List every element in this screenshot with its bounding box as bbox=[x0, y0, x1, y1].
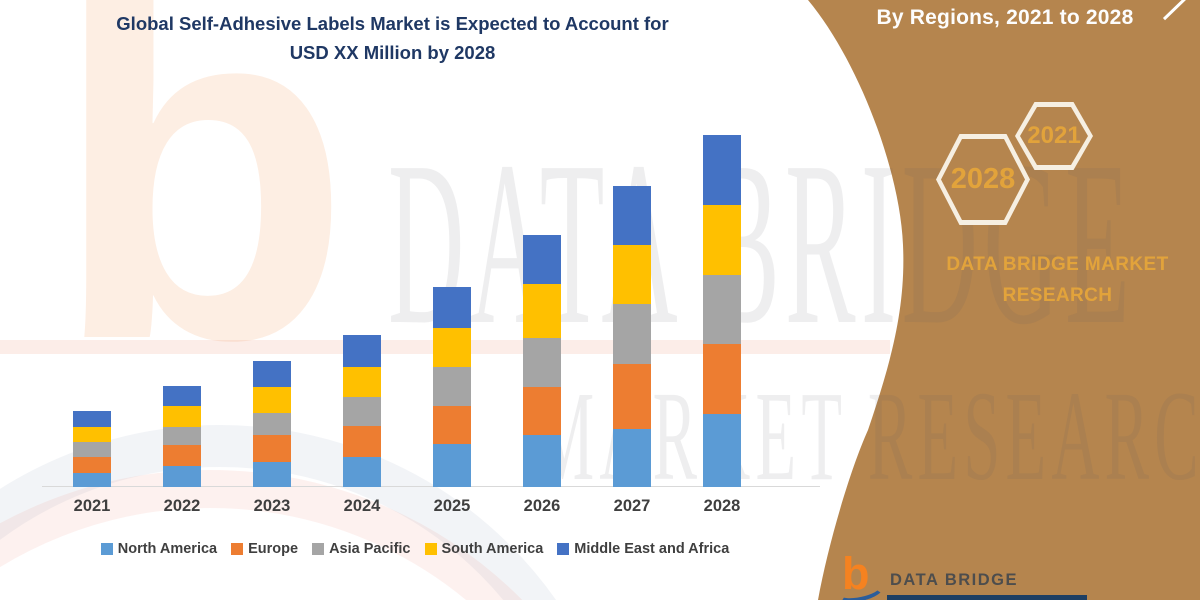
chart-title-line1: Global Self-Adhesive Labels Market is Ex… bbox=[116, 13, 669, 34]
footer-navy-bar bbox=[887, 595, 1087, 600]
footer-brand-text: DATA BRIDGE bbox=[890, 571, 1019, 589]
panel-heading: By Regions, 2021 to 2028 bbox=[876, 6, 1134, 29]
hexagon-badge-2021: 2021 bbox=[1015, 102, 1093, 170]
hexagon-badge-2028: 2028 bbox=[936, 134, 1030, 225]
chart-title-line2: USD XX Million by 2028 bbox=[289, 42, 496, 63]
hexagon-2028-label: 2028 bbox=[941, 139, 1025, 220]
brand-text: DATA BRIDGE MARKET RESEARCH bbox=[905, 249, 1200, 311]
hexagon-2028-border: 2028 bbox=[936, 134, 1030, 225]
hexagon-2021-label: 2021 bbox=[1020, 107, 1088, 165]
watermark-text-line2: MARKET RESEARCH bbox=[535, 365, 1200, 507]
footer-logo-b-icon: b bbox=[842, 548, 870, 599]
chart-title: Global Self-Adhesive Labels Market is Ex… bbox=[0, 9, 785, 67]
brand-text-line2: RESEARCH bbox=[1002, 285, 1113, 306]
brand-text-line1: DATA BRIDGE MARKET bbox=[946, 254, 1169, 275]
watermark-letter-b: b bbox=[52, 0, 352, 441]
